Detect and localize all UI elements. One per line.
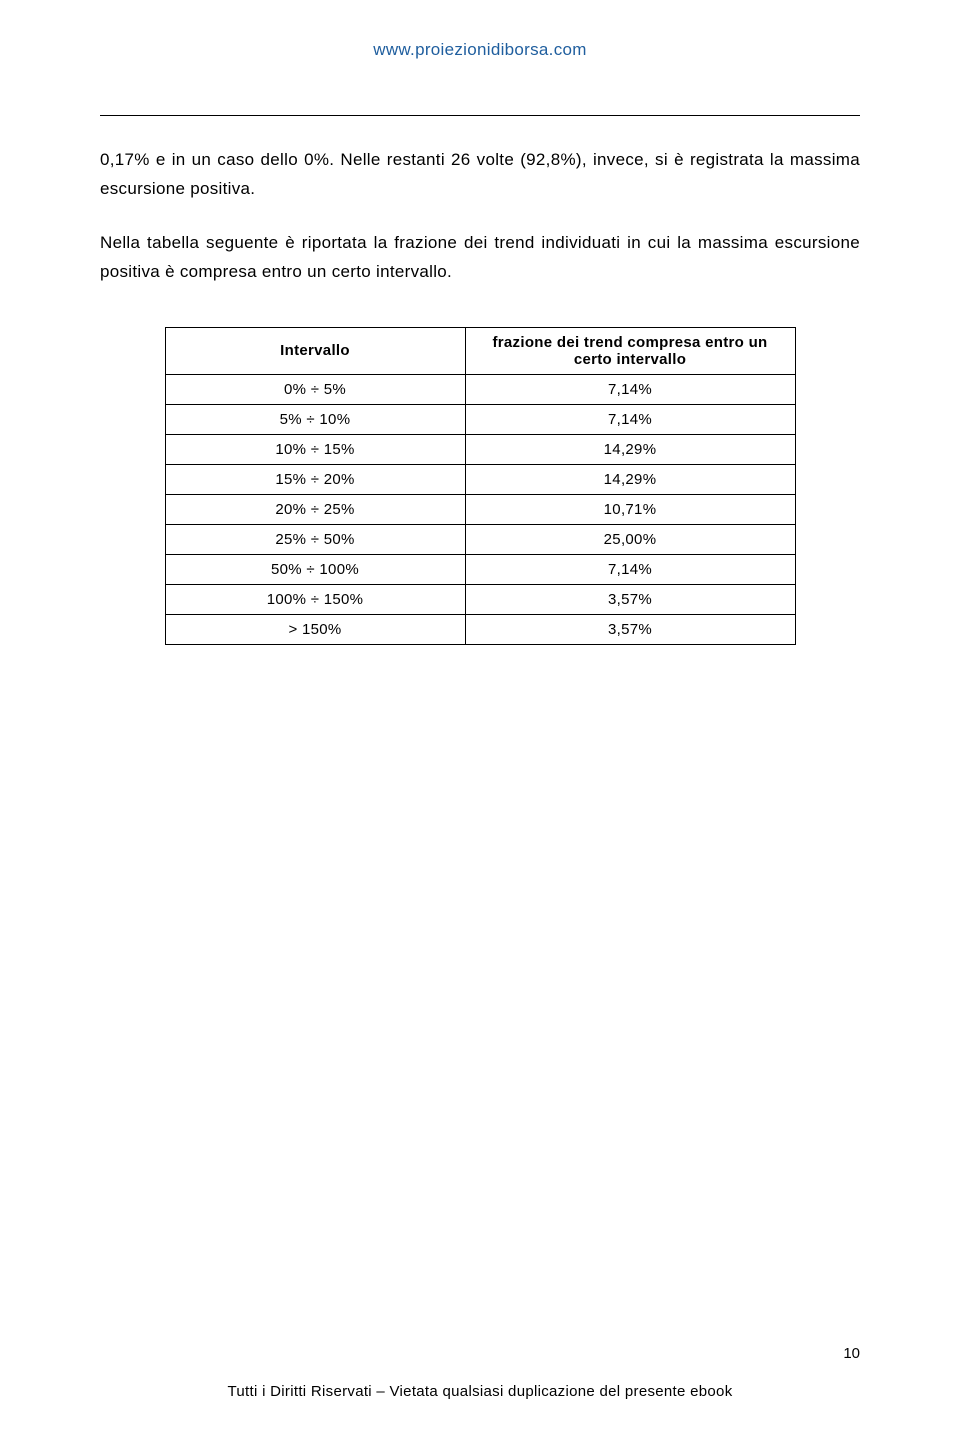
table-row: 15% ÷ 20%14,29% xyxy=(165,464,795,494)
table-row: 5% ÷ 10%7,14% xyxy=(165,404,795,434)
cell-fraction: 10,71% xyxy=(465,494,795,524)
table-row: 50% ÷ 100%7,14% xyxy=(165,554,795,584)
page-number: 10 xyxy=(843,1345,860,1362)
cell-fraction: 3,57% xyxy=(465,614,795,644)
cell-fraction: 7,14% xyxy=(465,374,795,404)
header-divider xyxy=(100,115,860,116)
cell-fraction: 14,29% xyxy=(465,434,795,464)
cell-interval: 20% ÷ 25% xyxy=(165,494,465,524)
header-frazione: frazione dei trend compresa entro un cer… xyxy=(465,327,795,374)
cell-fraction: 7,14% xyxy=(465,554,795,584)
cell-fraction: 14,29% xyxy=(465,464,795,494)
header-intervallo: Intervallo xyxy=(165,327,465,374)
cell-interval: 25% ÷ 50% xyxy=(165,524,465,554)
interval-fraction-table: Intervallo frazione dei trend compresa e… xyxy=(165,327,796,645)
cell-interval: 100% ÷ 150% xyxy=(165,584,465,614)
paragraph-1: 0,17% e in un caso dello 0%. Nelle resta… xyxy=(100,146,860,204)
table-row: 100% ÷ 150%3,57% xyxy=(165,584,795,614)
cell-interval: 10% ÷ 15% xyxy=(165,434,465,464)
cell-fraction: 25,00% xyxy=(465,524,795,554)
paragraph-2: Nella tabella seguente è riportata la fr… xyxy=(100,229,860,287)
footer-text: Tutti i Diritti Riservati – Vietata qual… xyxy=(0,1383,960,1400)
table-row: 25% ÷ 50%25,00% xyxy=(165,524,795,554)
cell-interval: 5% ÷ 10% xyxy=(165,404,465,434)
cell-interval: 50% ÷ 100% xyxy=(165,554,465,584)
table-row: 10% ÷ 15%14,29% xyxy=(165,434,795,464)
cell-interval: 0% ÷ 5% xyxy=(165,374,465,404)
cell-fraction: 7,14% xyxy=(465,404,795,434)
header-url-link[interactable]: www.proiezionidiborsa.com xyxy=(373,40,586,59)
cell-fraction: 3,57% xyxy=(465,584,795,614)
cell-interval: > 150% xyxy=(165,614,465,644)
table-row: 0% ÷ 5%7,14% xyxy=(165,374,795,404)
table-row: > 150%3,57% xyxy=(165,614,795,644)
page-header: www.proiezionidiborsa.com xyxy=(0,0,960,60)
table-header-row: Intervallo frazione dei trend compresa e… xyxy=(165,327,795,374)
cell-interval: 15% ÷ 20% xyxy=(165,464,465,494)
table-row: 20% ÷ 25%10,71% xyxy=(165,494,795,524)
